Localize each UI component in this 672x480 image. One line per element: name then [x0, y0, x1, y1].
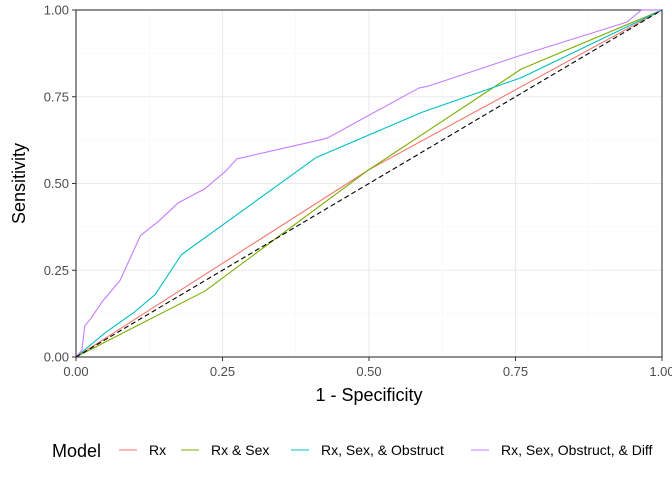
series-line-rx-sex [75, 9, 663, 358]
x-tick-label: 0.25 [210, 364, 235, 379]
x-tick-label: 0.75 [503, 364, 528, 379]
y-axis-title: Sensitivity [9, 143, 29, 224]
x-tick-label: 0.50 [356, 364, 381, 379]
y-tick-label: 0.00 [44, 350, 69, 365]
y-tick-label: 0.75 [44, 89, 69, 104]
legend-label: Rx, Sex, Obstruct, & Diff [501, 442, 653, 458]
axis-ticks: 0.00 0.25 0.50 0.75 1.00 0.00 0.25 0.50 0.75 1.00 [44, 3, 672, 380]
x-tick-label: 1.00 [649, 364, 672, 379]
legend-label: Rx, Sex, & Obstruct [321, 442, 444, 458]
x-axis-title: 1 - Specificity [315, 385, 422, 405]
reference-diagonal-line [75, 9, 663, 358]
x-tick-label: 0.00 [63, 364, 88, 379]
legend-title: Model [52, 441, 101, 461]
legend-label: Rx [149, 442, 166, 458]
legend: Model Rx Rx & Sex Rx, Sex, & Obstruct Rx, S… [52, 441, 653, 461]
series-line-rx-sex-obstruct-diff [75, 9, 662, 358]
series-layer [75, 9, 663, 358]
series-line-rx-sex-obstruct [75, 9, 663, 358]
y-tick-label: 0.25 [44, 263, 69, 278]
y-tick-label: 1.00 [44, 3, 69, 18]
y-tick-label: 0.50 [44, 176, 69, 191]
legend-label: Rx & Sex [211, 442, 269, 458]
